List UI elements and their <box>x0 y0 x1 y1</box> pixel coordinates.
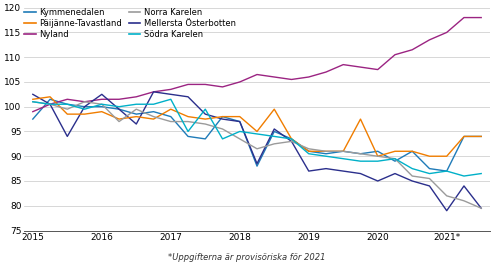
Text: *Uppgifterna är provisöriska för 2021: *Uppgifterna är provisöriska för 2021 <box>168 253 326 262</box>
Legend: Kymmenedalen, Päijänne-Tavastland, Nyland, Norra Karelen, Mellersta Österbotten,: Kymmenedalen, Päijänne-Tavastland, Nylan… <box>24 8 236 39</box>
